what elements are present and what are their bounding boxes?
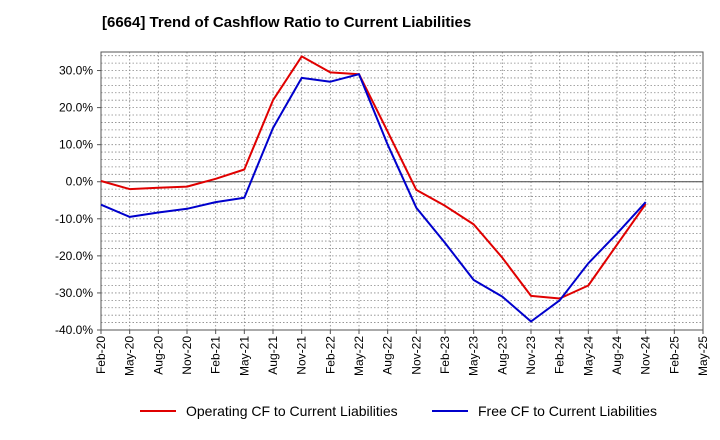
x-tick-label: Feb-23	[438, 336, 452, 374]
plot-frame	[100, 51, 704, 331]
x-tick-label: May-24	[581, 336, 595, 376]
x-tick-label: May-21	[237, 336, 251, 376]
line-chart: 30.0% 20.0% 10.0% 0.0% -10.0% -20.0% -30.0% -40…	[55, 51, 710, 376]
x-tick-label: Feb-22	[323, 336, 337, 374]
legend-label-free-cf: Free CF to Current Liabilities	[478, 403, 657, 419]
grid	[100, 52, 704, 331]
legend-item-free-cf: Free CF to Current Liabilities	[432, 403, 657, 419]
y-tick-label: -40.0%	[55, 323, 93, 337]
legend-item-operating-cf: Operating CF to Current Liabilities	[140, 403, 398, 419]
series-line-operating-cf	[100, 55, 647, 300]
x-tick-label: Aug-20	[151, 336, 165, 375]
y-tick-label: -30.0%	[55, 286, 93, 300]
y-tick-label: 30.0%	[59, 64, 93, 78]
legend: Operating CF to Current Liabilities Free…	[0, 403, 720, 427]
y-tick-label: 10.0%	[59, 138, 93, 152]
x-tick-label: May-22	[352, 336, 366, 376]
chart-title: [6664] Trend of Cashflow Ratio to Curren…	[102, 14, 472, 31]
x-tick-label: May-20	[123, 336, 137, 376]
x-tick-label: Nov-21	[295, 336, 309, 375]
x-tick-label: Feb-25	[667, 336, 681, 374]
x-tick-label: Nov-24	[639, 336, 653, 375]
legend-swatch-free-cf	[432, 410, 468, 412]
x-tick-label: Feb-24	[553, 336, 567, 374]
series	[100, 55, 647, 323]
x-tick-label: Nov-22	[409, 336, 423, 375]
legend-label-operating-cf: Operating CF to Current Liabilities	[186, 403, 398, 419]
axes: 30.0% 20.0% 10.0% 0.0% -10.0% -20.0% -30.0% -40…	[55, 51, 710, 376]
x-tick-label: May-23	[467, 336, 481, 376]
plot-area	[101, 52, 703, 330]
x-tick-label: Aug-22	[381, 336, 395, 375]
x-tick-label: Feb-20	[94, 336, 108, 374]
x-tick-label: Feb-21	[209, 336, 223, 374]
x-tick-label: Aug-23	[495, 336, 509, 375]
x-tick-label: Nov-20	[180, 336, 194, 375]
x-tick-label: Aug-21	[266, 336, 280, 375]
x-tick-label: Aug-24	[610, 336, 624, 375]
y-tick-label: 20.0%	[59, 101, 93, 115]
y-tick-label: 0.0%	[66, 175, 94, 189]
x-tick-label: May-25	[696, 336, 710, 376]
y-tick-label: -20.0%	[55, 249, 93, 263]
y-tick-label: -10.0%	[55, 212, 93, 226]
series-line-free-cf	[100, 73, 647, 323]
legend-swatch-operating-cf	[140, 410, 176, 412]
x-tick-label: Nov-23	[524, 336, 538, 375]
